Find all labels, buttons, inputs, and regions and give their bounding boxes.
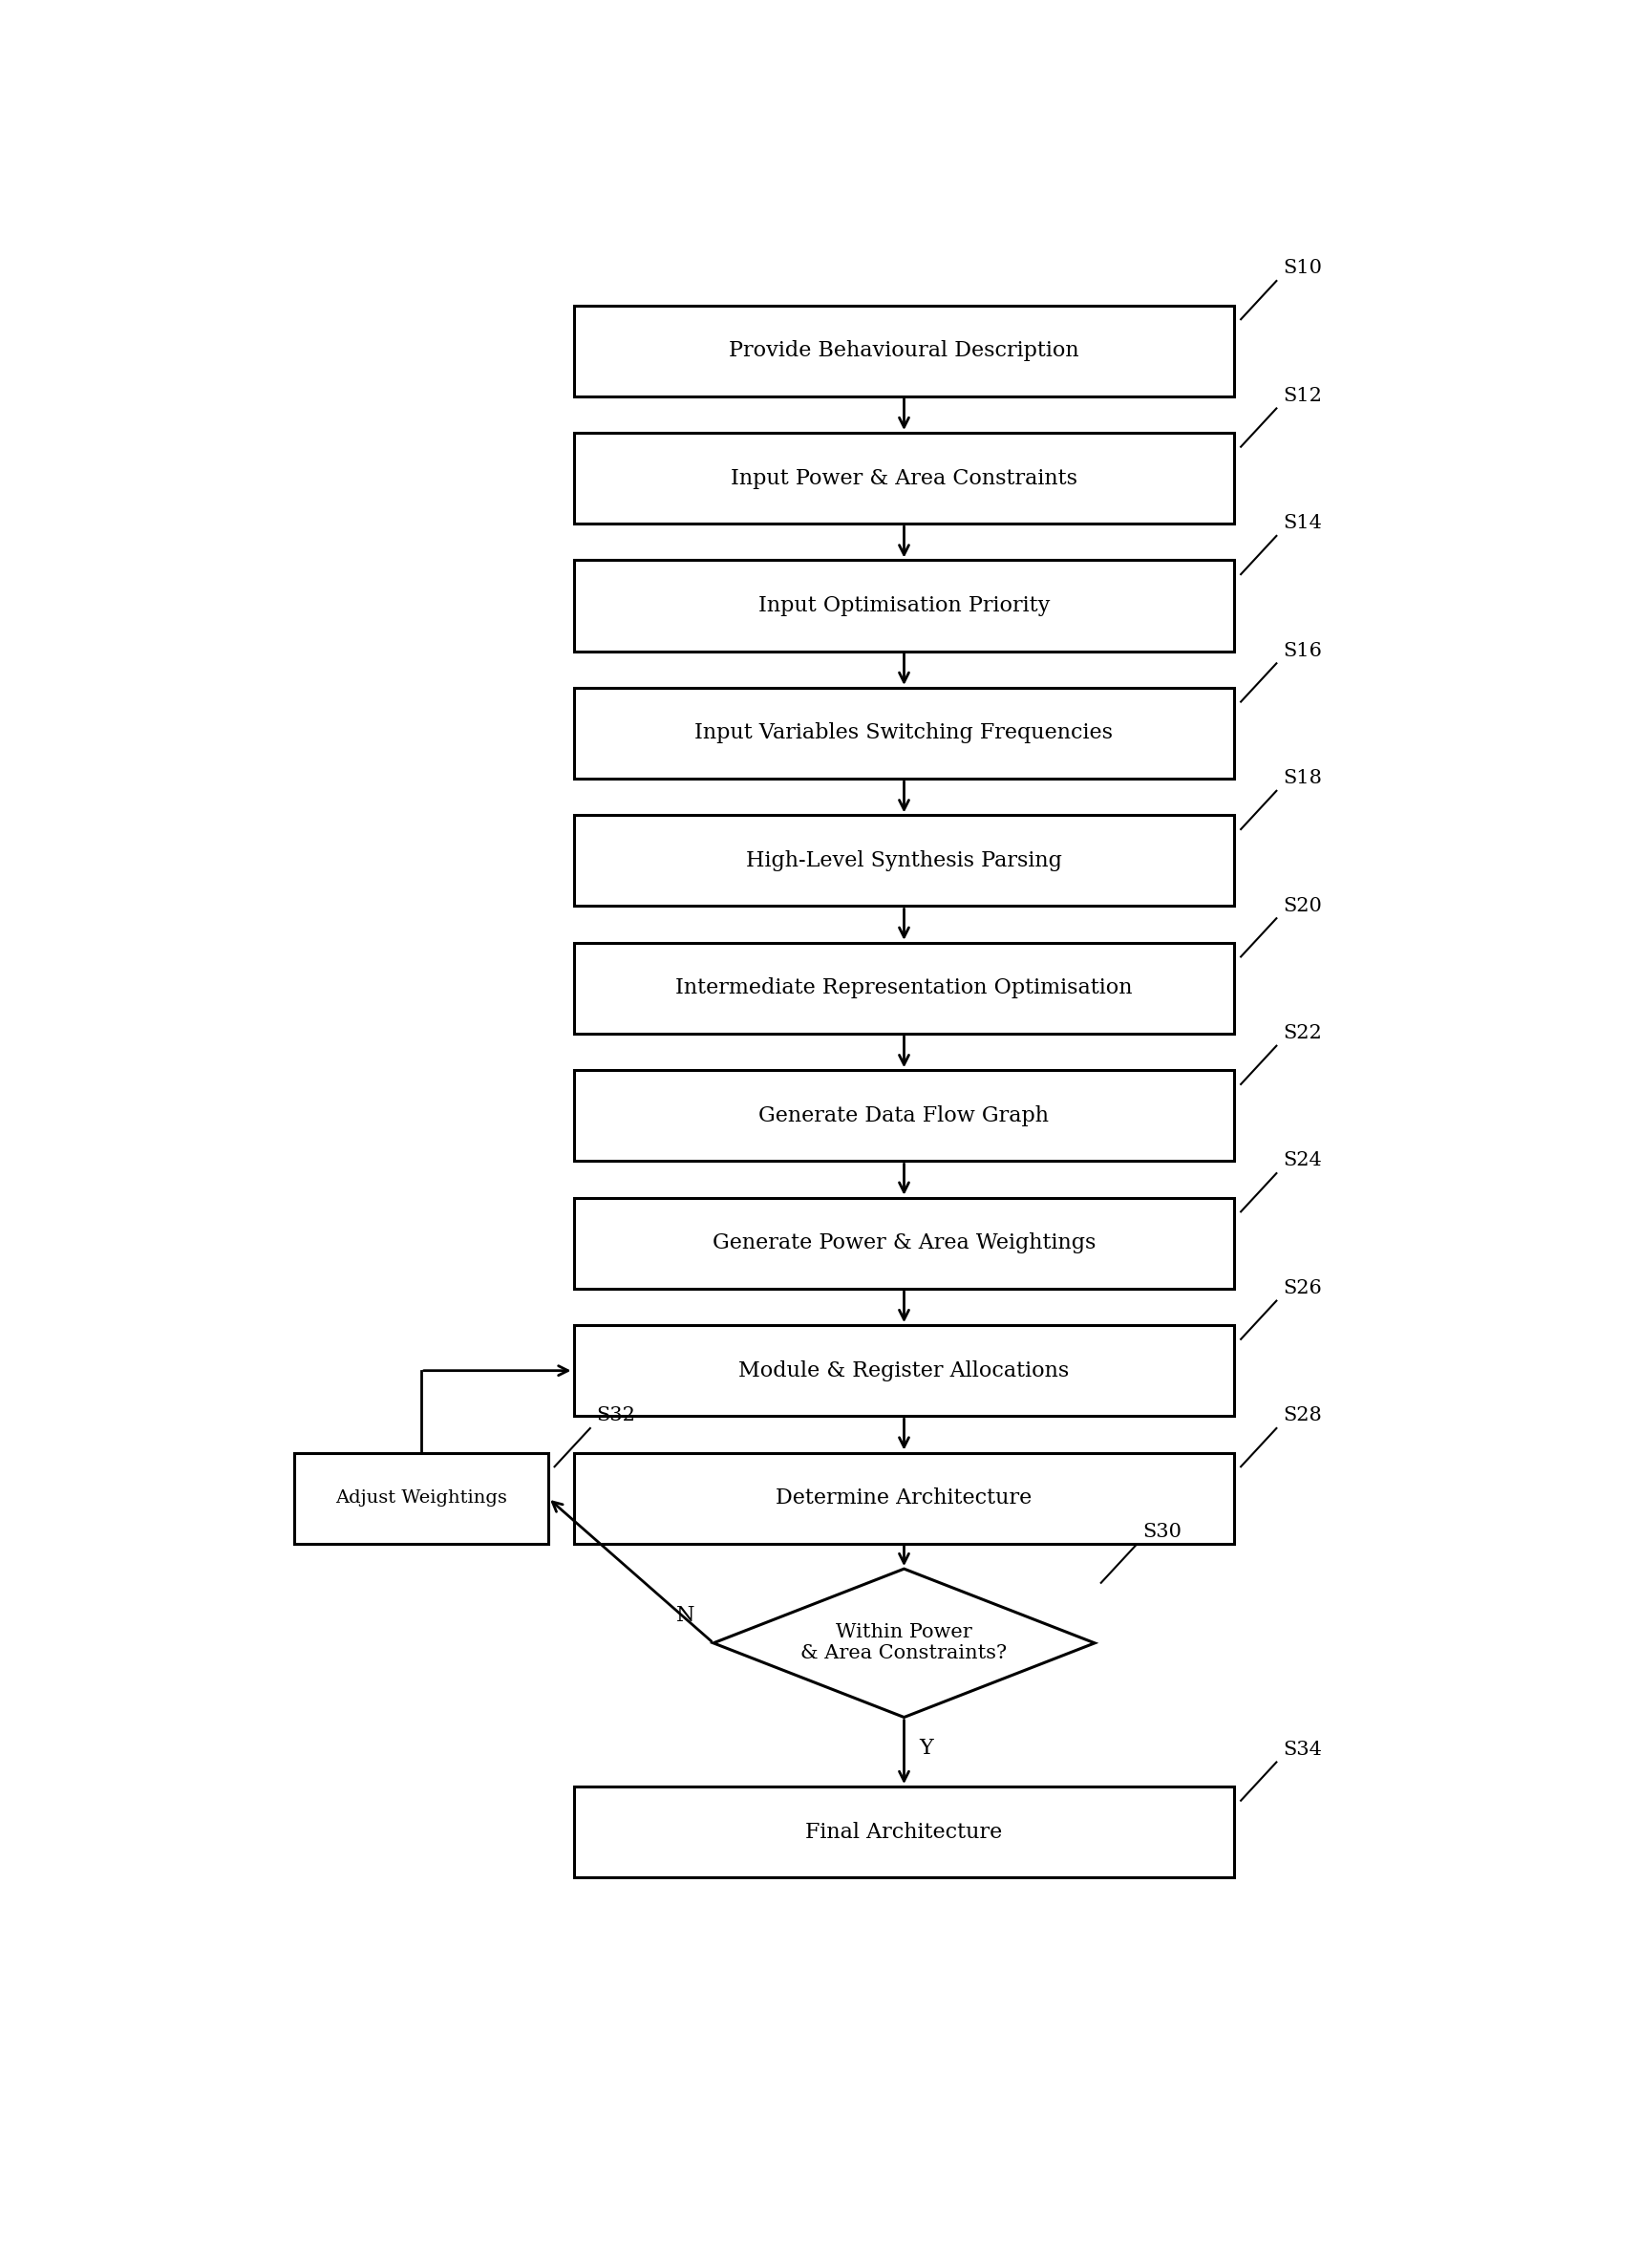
- Bar: [574, 1198, 1235, 1288]
- Polygon shape: [713, 1569, 1096, 1717]
- Text: S10: S10: [1282, 259, 1322, 277]
- Bar: [574, 1787, 1235, 1878]
- Text: Input Variables Switching Frequencies: Input Variables Switching Frequencies: [695, 723, 1114, 744]
- Text: Generate Data Flow Graph: Generate Data Flow Graph: [759, 1105, 1050, 1127]
- Bar: [574, 433, 1235, 524]
- Text: Adjust Weightings: Adjust Weightings: [335, 1490, 507, 1506]
- Bar: [294, 1454, 548, 1545]
- Bar: [574, 1325, 1235, 1415]
- Text: S16: S16: [1282, 642, 1322, 660]
- Text: S20: S20: [1282, 896, 1322, 914]
- Text: High-Level Synthesis Parsing: High-Level Synthesis Parsing: [746, 850, 1063, 871]
- Text: Provide Behavioural Description: Provide Behavioural Description: [728, 340, 1079, 361]
- Text: S32: S32: [597, 1406, 636, 1424]
- Bar: [574, 814, 1235, 907]
- Bar: [574, 306, 1235, 397]
- Text: Y: Y: [920, 1737, 933, 1760]
- Bar: [574, 1070, 1235, 1161]
- Bar: [574, 687, 1235, 778]
- Text: Generate Power & Area Weightings: Generate Power & Area Weightings: [712, 1232, 1096, 1254]
- Text: S18: S18: [1282, 769, 1322, 787]
- Bar: [574, 1454, 1235, 1545]
- Bar: [574, 560, 1235, 651]
- Text: Determine Architecture: Determine Architecture: [776, 1488, 1032, 1508]
- Text: S34: S34: [1282, 1740, 1322, 1758]
- Text: S26: S26: [1282, 1279, 1322, 1297]
- Text: Input Optimisation Priority: Input Optimisation Priority: [758, 594, 1050, 617]
- Text: S28: S28: [1282, 1406, 1322, 1424]
- Text: Input Power & Area Constraints: Input Power & Area Constraints: [731, 467, 1077, 488]
- Text: Within Power
& Area Constraints?: Within Power & Area Constraints?: [800, 1624, 1007, 1662]
- Text: S30: S30: [1143, 1522, 1182, 1540]
- Text: S14: S14: [1282, 515, 1322, 533]
- Bar: [574, 943, 1235, 1034]
- Text: Intermediate Representation Optimisation: Intermediate Representation Optimisation: [676, 978, 1133, 998]
- Text: S12: S12: [1282, 388, 1322, 406]
- Text: S24: S24: [1282, 1152, 1322, 1170]
- Text: S22: S22: [1282, 1025, 1322, 1043]
- Text: Final Architecture: Final Architecture: [805, 1821, 1002, 1842]
- Text: Module & Register Allocations: Module & Register Allocations: [738, 1361, 1069, 1381]
- Text: N: N: [676, 1603, 694, 1626]
